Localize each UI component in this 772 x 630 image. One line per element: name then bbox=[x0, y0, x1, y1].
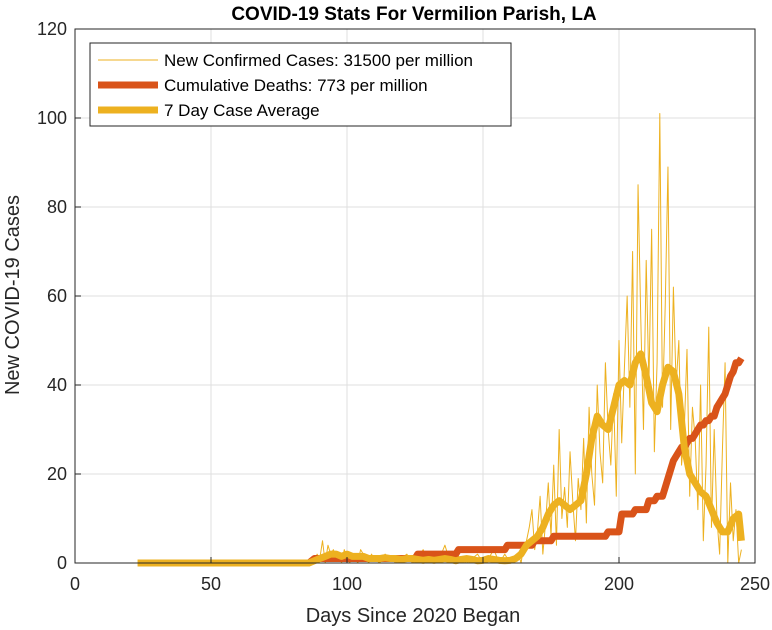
y-tick-label: 40 bbox=[47, 375, 67, 395]
x-tick-label: 50 bbox=[201, 574, 221, 594]
x-tick-label: 200 bbox=[604, 574, 634, 594]
legend-box bbox=[89, 42, 512, 127]
legend: New Confirmed Cases: 31500 per million Cu… bbox=[89, 42, 512, 127]
series-line-2 bbox=[306, 356, 745, 566]
chart-title: COVID-19 Stats For Vermilion Parish, LA bbox=[231, 4, 597, 25]
y-tick-label: 100 bbox=[37, 108, 67, 128]
x-tick-label: 250 bbox=[740, 574, 770, 594]
y-tick-label: 0 bbox=[57, 553, 67, 573]
legend-label-3: 7 Day Case Average bbox=[164, 101, 320, 120]
x-tick-label: 0 bbox=[70, 574, 80, 594]
y-tick-label: 20 bbox=[47, 464, 67, 484]
y-tick-label: 60 bbox=[47, 286, 67, 306]
y-tick-label: 80 bbox=[47, 197, 67, 217]
x-tick-label: 100 bbox=[332, 574, 362, 594]
y-axis-label: New COVID-19 Cases bbox=[2, 195, 24, 395]
series-line-3 bbox=[137, 350, 745, 567]
legend-label-2: Cumulative Deaths: 773 per million bbox=[164, 76, 428, 95]
y-tick-label: 120 bbox=[37, 19, 67, 39]
x-axis-label: Days Since 2020 Began bbox=[306, 605, 521, 627]
legend-label-1: New Confirmed Cases: 31500 per million bbox=[164, 51, 473, 70]
x-tick-label: 150 bbox=[468, 574, 498, 594]
